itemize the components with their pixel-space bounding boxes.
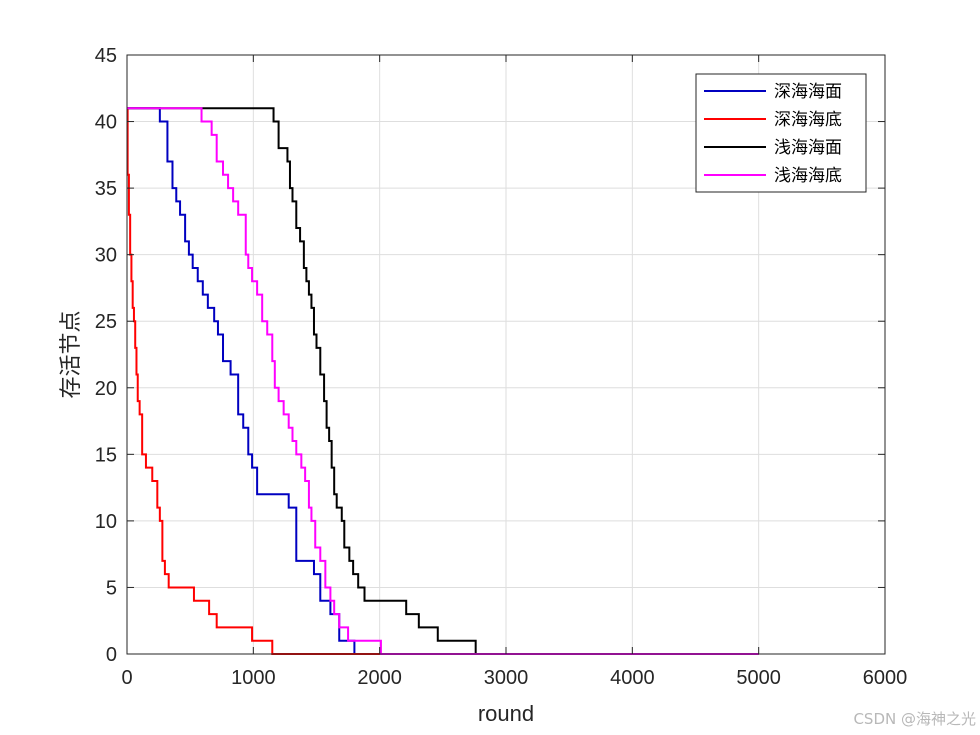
series-line-4 — [127, 107, 759, 655]
x-tick-label: 1000 — [231, 667, 276, 689]
x-tick-label: 6000 — [863, 667, 908, 689]
y-tick-label: 40 — [95, 112, 117, 134]
y-tick-label: 45 — [95, 45, 117, 67]
legend-label-4: 浅海海底 — [774, 166, 842, 186]
x-tick-label: 5000 — [736, 667, 781, 689]
legend-box — [695, 73, 867, 193]
x-tick-label: 0 — [121, 667, 132, 689]
legend-label-3: 浅海海面 — [774, 138, 842, 158]
y-tick-label: 20 — [95, 378, 117, 400]
y-tick-label: 15 — [95, 444, 117, 466]
x-tick-label: 4000 — [610, 667, 655, 689]
legend-label-1: 深海海面 — [774, 82, 842, 102]
y-tick-label: 5 — [106, 577, 117, 599]
watermark: CSDN @海神之光 — [853, 710, 976, 728]
series-line-2 — [126, 107, 759, 655]
legend-label-2: 深海海底 — [774, 110, 842, 130]
ticks: 0 1000 2000 3000 4000 5000 6000 0 5 10 15 20 25 30 35 4… — [95, 45, 908, 689]
x-tick-label: 3000 — [484, 667, 529, 689]
series-group — [126, 107, 759, 655]
x-axis-label: round — [478, 701, 534, 726]
y-tick-label: 30 — [95, 245, 117, 267]
series-line-3 — [127, 107, 759, 655]
y-tick-label: 10 — [95, 511, 117, 533]
y-tick-label: 0 — [106, 644, 117, 666]
series-line-1 — [127, 107, 759, 655]
y-tick-label: 25 — [95, 311, 117, 333]
y-axis-label: 存活节点 — [59, 310, 84, 398]
x-tick-label: 2000 — [357, 667, 402, 689]
y-tick-label: 35 — [95, 178, 117, 200]
